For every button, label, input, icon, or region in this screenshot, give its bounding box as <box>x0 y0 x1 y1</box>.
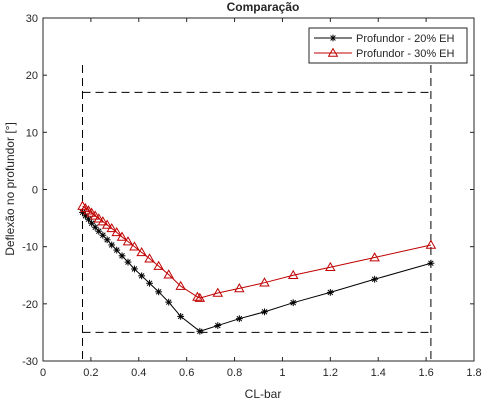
data-point-s0-14 <box>146 279 153 287</box>
series-line-1 <box>82 205 432 299</box>
data-point-s0-13 <box>138 272 146 280</box>
legend-swatch-marker-0 <box>329 34 337 42</box>
x-tick-label-9: 1.8 <box>466 367 481 379</box>
y-tick-label-6: -30 <box>22 356 38 368</box>
x-tick-label-4: 0.8 <box>227 367 242 379</box>
data-point-s1-11 <box>122 236 134 246</box>
legend-box <box>308 27 468 64</box>
series-layer <box>77 200 437 335</box>
x-tick-label-7: 1.4 <box>371 367 386 379</box>
data-point-s1-26 <box>425 239 437 249</box>
data-point-s1-20 <box>212 287 224 297</box>
data-point-s0-10 <box>118 252 126 260</box>
data-point-s1-7 <box>101 219 113 229</box>
x-axis: 0 0.2 0.4 0.6 0.8 1 1.2 1.4 1.6 1.8 <box>40 18 482 379</box>
data-point-s0-12 <box>131 265 138 273</box>
series-1 <box>77 200 437 302</box>
y-tick-label-4: -10 <box>22 242 38 254</box>
data-point-s1-19 <box>194 292 206 302</box>
data-point-s0-9 <box>113 246 121 254</box>
data-point-s0-25 <box>427 259 435 267</box>
data-point-s0-8 <box>108 241 116 249</box>
legend-label-1: Profundor - 30% EH <box>356 48 454 60</box>
data-point-s0-21 <box>261 308 268 316</box>
y-axis: 30 20 10 0 -10 -20 -30 <box>22 13 474 368</box>
data-point-s0-23 <box>326 289 334 296</box>
data-point-s1-10 <box>116 231 128 241</box>
data-point-s0-19 <box>214 322 222 329</box>
legend-label-0: Profundor - 20% EH <box>356 33 454 45</box>
y-tick-label-5: -20 <box>22 299 38 311</box>
y-axis-label: Deflexão no profundor [°] <box>3 122 17 256</box>
data-point-s0-15 <box>155 288 163 296</box>
x-tick-label-1: 0.2 <box>83 367 98 379</box>
data-point-s1-17 <box>175 280 186 290</box>
y-tick-label-3: 0 <box>32 185 38 197</box>
x-tick-label-0: 0 <box>40 367 46 379</box>
data-point-s0-11 <box>124 258 132 266</box>
data-point-s0-6 <box>99 231 107 239</box>
data-point-s1-12 <box>129 241 140 251</box>
legend-swatch-marker-1 <box>327 47 339 57</box>
data-point-s1-4 <box>89 210 101 220</box>
y-tick-label-2: 10 <box>26 127 38 139</box>
data-point-s1-16 <box>163 269 174 279</box>
data-point-s1-22 <box>259 277 270 287</box>
data-point-s1-3 <box>86 207 97 217</box>
data-point-s0-24 <box>371 275 379 283</box>
x-tick-label-2: 0.4 <box>131 367 146 379</box>
legend-entry-1: Profundor - 30% EH <box>314 47 454 60</box>
data-point-s1-24 <box>325 261 336 272</box>
data-point-s1-8 <box>106 222 117 233</box>
series-0 <box>79 208 435 335</box>
data-point-s1-13 <box>136 246 147 257</box>
data-point-s0-7 <box>103 236 111 244</box>
chart-title: Comparação <box>227 0 300 14</box>
data-point-s0-18 <box>196 327 204 335</box>
x-tick-label-5: 1 <box>279 367 285 379</box>
data-point-s1-15 <box>153 260 164 270</box>
data-point-s1-23 <box>287 269 299 280</box>
x-tick-label-6: 1.2 <box>323 367 338 379</box>
data-point-s0-16 <box>165 298 173 306</box>
x-tick-label-3: 0.6 <box>179 367 194 379</box>
data-point-s1-25 <box>369 252 380 262</box>
x-axis-label: CL-bar <box>245 387 282 401</box>
x-tick-label-8: 1.6 <box>418 367 433 379</box>
data-point-s0-17 <box>177 313 185 320</box>
data-point-s1-5 <box>93 213 105 223</box>
data-point-s1-9 <box>111 226 123 237</box>
data-point-s1-21 <box>234 282 245 293</box>
data-point-s1-6 <box>97 216 109 226</box>
data-point-s0-20 <box>235 315 243 323</box>
y-tick-label-0: 30 <box>26 13 38 25</box>
plot-area <box>43 18 474 361</box>
y-tick-label-1: 20 <box>26 70 38 82</box>
legend-entry-0: Profundor - 20% EH <box>314 33 454 45</box>
legend: Profundor - 20% EH Profundor - 30% EH <box>308 27 468 64</box>
data-point-s1-18 <box>192 291 203 301</box>
data-point-s0-22 <box>289 299 297 307</box>
data-point-s1-14 <box>144 253 155 263</box>
